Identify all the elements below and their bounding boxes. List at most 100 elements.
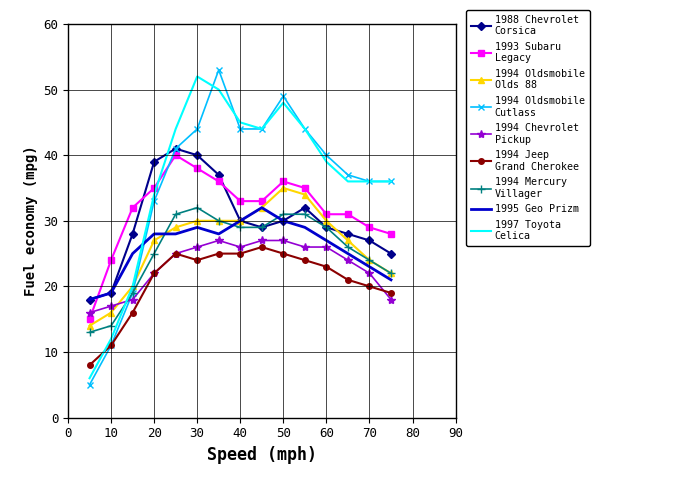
Y-axis label: Fuel economy (mpg): Fuel economy (mpg)	[24, 145, 37, 296]
1994 Oldsmobile
Cutlass	[279, 93, 288, 99]
1994 Chevrolet
Pickup	[236, 244, 244, 250]
1994 Mercury
Villager	[344, 244, 352, 250]
1994 Mercury
Villager	[86, 329, 94, 335]
1994 Oldsmobile
Cutlass	[107, 343, 115, 348]
1993 Subaru
Legacy	[365, 225, 373, 230]
1994 Oldsmobile
Cutlass	[322, 152, 330, 158]
1994 Oldsmobile
Cutlass	[301, 126, 309, 132]
1994 Oldsmobile
Cutlass	[387, 179, 395, 184]
1993 Subaru
Legacy	[344, 211, 352, 217]
1994 Oldsmobile
Olds 88	[322, 218, 330, 224]
1988 Chevrolet
Corsica	[171, 146, 180, 152]
1994 Jeep
Grand Cherokee	[236, 251, 244, 256]
1994 Jeep
Grand Cherokee	[322, 264, 330, 270]
1995 Geo Prizm	[215, 231, 223, 237]
1994 Oldsmobile
Cutlass	[365, 179, 373, 184]
1994 Oldsmobile
Cutlass	[215, 67, 223, 73]
1994 Jeep
Grand Cherokee	[171, 251, 180, 256]
1994 Jeep
Grand Cherokee	[301, 257, 309, 263]
1994 Oldsmobile
Cutlass	[344, 172, 352, 178]
1994 Chevrolet
Pickup	[193, 244, 201, 250]
1993 Subaru
Legacy	[279, 179, 288, 184]
1994 Oldsmobile
Olds 88	[387, 270, 395, 276]
1994 Mercury
Villager	[193, 205, 201, 211]
1997 Toyota
Celica	[215, 87, 223, 93]
1988 Chevrolet
Corsica	[86, 297, 94, 302]
Line: 1993 Subaru
Legacy: 1993 Subaru Legacy	[86, 152, 394, 323]
1994 Mercury
Villager	[387, 270, 395, 276]
1988 Chevrolet
Corsica	[193, 152, 201, 158]
1988 Chevrolet
Corsica	[301, 205, 309, 211]
1997 Toyota
Celica	[279, 100, 288, 106]
1995 Geo Prizm	[322, 238, 330, 243]
1994 Oldsmobile
Olds 88	[193, 218, 201, 224]
1994 Oldsmobile
Olds 88	[86, 323, 94, 329]
1993 Subaru
Legacy	[171, 152, 180, 158]
1994 Chevrolet
Pickup	[150, 270, 158, 276]
1994 Jeep
Grand Cherokee	[215, 251, 223, 256]
1988 Chevrolet
Corsica	[150, 159, 158, 165]
1994 Mercury
Villager	[236, 225, 244, 230]
1994 Oldsmobile
Cutlass	[258, 126, 266, 132]
1988 Chevrolet
Corsica	[107, 290, 115, 296]
1988 Chevrolet
Corsica	[236, 218, 244, 224]
1994 Chevrolet
Pickup	[258, 238, 266, 243]
1993 Subaru
Legacy	[129, 205, 137, 211]
1994 Chevrolet
Pickup	[322, 244, 330, 250]
1997 Toyota
Celica	[129, 284, 137, 289]
1993 Subaru
Legacy	[215, 179, 223, 184]
1994 Mercury
Villager	[322, 225, 330, 230]
1994 Jeep
Grand Cherokee	[279, 251, 288, 256]
Line: 1988 Chevrolet
Corsica: 1988 Chevrolet Corsica	[87, 146, 394, 302]
1994 Chevrolet
Pickup	[86, 310, 94, 315]
1994 Oldsmobile
Olds 88	[150, 238, 158, 243]
1994 Oldsmobile
Olds 88	[107, 310, 115, 315]
1994 Jeep
Grand Cherokee	[107, 343, 115, 348]
1997 Toyota
Celica	[344, 179, 352, 184]
1995 Geo Prizm	[236, 218, 244, 224]
1995 Geo Prizm	[344, 251, 352, 256]
1993 Subaru
Legacy	[236, 198, 244, 204]
1988 Chevrolet
Corsica	[365, 238, 373, 243]
1993 Subaru
Legacy	[301, 185, 309, 191]
1994 Oldsmobile
Cutlass	[236, 126, 244, 132]
1988 Chevrolet
Corsica	[387, 251, 395, 256]
1997 Toyota
Celica	[322, 159, 330, 165]
1997 Toyota
Celica	[301, 126, 309, 132]
1994 Mercury
Villager	[150, 251, 158, 256]
1994 Chevrolet
Pickup	[365, 270, 373, 276]
1994 Oldsmobile
Olds 88	[258, 205, 266, 211]
1995 Geo Prizm	[387, 277, 395, 283]
1997 Toyota
Celica	[193, 73, 201, 79]
1995 Geo Prizm	[301, 225, 309, 230]
1997 Toyota
Celica	[258, 126, 266, 132]
1993 Subaru
Legacy	[322, 211, 330, 217]
1994 Oldsmobile
Olds 88	[236, 218, 244, 224]
1994 Chevrolet
Pickup	[344, 257, 352, 263]
1994 Jeep
Grand Cherokee	[86, 362, 94, 368]
1994 Oldsmobile
Olds 88	[171, 225, 180, 230]
1993 Subaru
Legacy	[258, 198, 266, 204]
1994 Oldsmobile
Cutlass	[193, 126, 201, 132]
1995 Geo Prizm	[86, 297, 94, 302]
1994 Oldsmobile
Olds 88	[129, 284, 137, 289]
1995 Geo Prizm	[193, 225, 201, 230]
X-axis label: Speed (mph): Speed (mph)	[207, 446, 317, 464]
1994 Mercury
Villager	[365, 257, 373, 263]
1994 Oldsmobile
Cutlass	[86, 382, 94, 388]
1993 Subaru
Legacy	[86, 316, 94, 322]
1995 Geo Prizm	[129, 251, 137, 256]
1988 Chevrolet
Corsica	[279, 218, 288, 224]
1994 Mercury
Villager	[215, 218, 223, 224]
1994 Jeep
Grand Cherokee	[344, 277, 352, 283]
1995 Geo Prizm	[171, 231, 180, 237]
1994 Jeep
Grand Cherokee	[258, 244, 266, 250]
1993 Subaru
Legacy	[107, 257, 115, 263]
1988 Chevrolet
Corsica	[215, 172, 223, 178]
1994 Oldsmobile
Cutlass	[171, 146, 180, 152]
1994 Oldsmobile
Olds 88	[365, 257, 373, 263]
1993 Subaru
Legacy	[193, 166, 201, 171]
1994 Mercury
Villager	[107, 323, 115, 329]
1994 Oldsmobile
Olds 88	[344, 238, 352, 243]
1994 Oldsmobile
Cutlass	[150, 198, 158, 204]
